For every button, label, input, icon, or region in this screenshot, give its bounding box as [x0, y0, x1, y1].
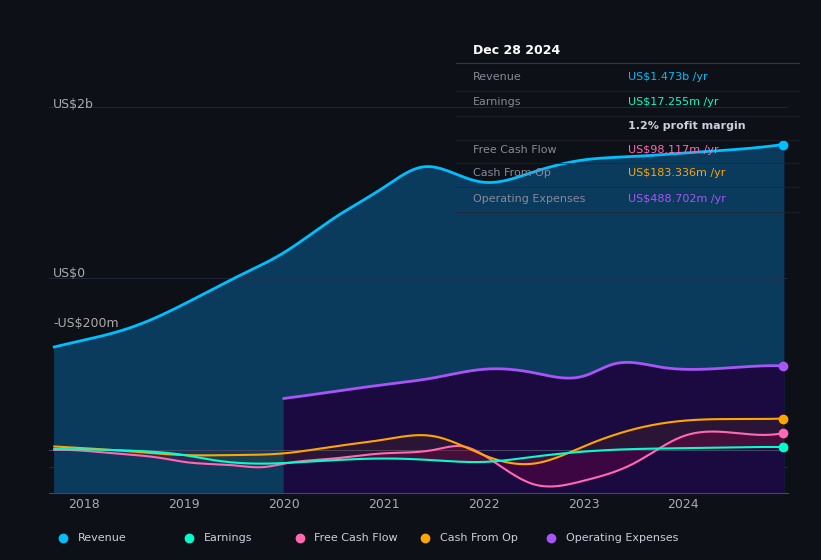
Text: Operating Expenses: Operating Expenses	[566, 533, 678, 543]
Text: Revenue: Revenue	[473, 72, 521, 82]
Text: Dec 28 2024: Dec 28 2024	[473, 44, 560, 57]
Text: Cash From Op: Cash From Op	[440, 533, 518, 543]
Text: Earnings: Earnings	[473, 97, 521, 108]
Text: Revenue: Revenue	[78, 533, 126, 543]
Text: US$1.473b /yr: US$1.473b /yr	[628, 72, 708, 82]
Text: Earnings: Earnings	[204, 533, 252, 543]
Text: US$0: US$0	[53, 267, 86, 279]
Text: US$183.336m /yr: US$183.336m /yr	[628, 168, 726, 178]
Text: US$98.117m /yr: US$98.117m /yr	[628, 144, 718, 155]
Text: 1.2% profit margin: 1.2% profit margin	[628, 121, 745, 131]
Text: US$2b: US$2b	[53, 97, 94, 111]
Text: Free Cash Flow: Free Cash Flow	[314, 533, 398, 543]
Text: -US$200m: -US$200m	[53, 317, 118, 330]
Text: Operating Expenses: Operating Expenses	[473, 194, 585, 203]
Text: Cash From Op: Cash From Op	[473, 168, 551, 178]
Text: US$17.255m /yr: US$17.255m /yr	[628, 97, 718, 108]
Text: US$488.702m /yr: US$488.702m /yr	[628, 194, 726, 203]
Text: Free Cash Flow: Free Cash Flow	[473, 144, 557, 155]
